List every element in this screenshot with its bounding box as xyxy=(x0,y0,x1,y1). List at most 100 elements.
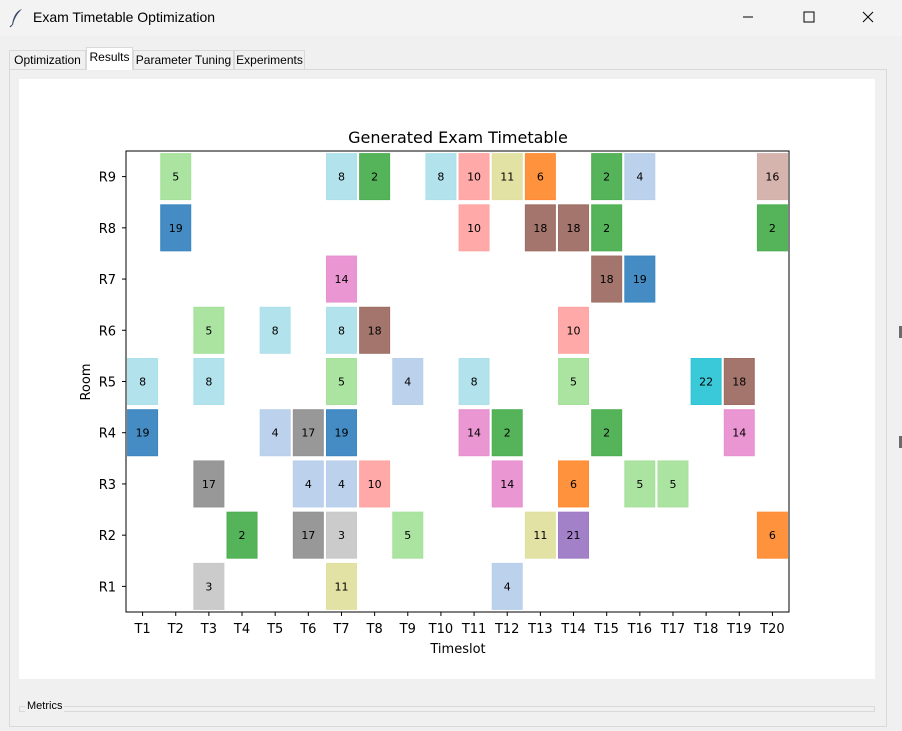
x-tick-label: T20 xyxy=(759,622,784,637)
exam-cell xyxy=(359,460,391,508)
tab-results[interactable]: Results xyxy=(86,47,133,70)
x-tick-label: T15 xyxy=(593,622,618,637)
x-tick-label: T6 xyxy=(299,622,316,637)
exam-cell xyxy=(657,460,689,508)
exam-cell-label: 5 xyxy=(172,171,179,184)
x-axis-label: Timeslot xyxy=(429,642,485,657)
plot-frame xyxy=(125,150,790,613)
exam-cell-label: 18 xyxy=(732,376,746,389)
exam-cell-label: 19 xyxy=(633,273,647,286)
feather-icon xyxy=(9,9,22,28)
exam-cell-label: 8 xyxy=(437,171,444,184)
exam-cell-label: 3 xyxy=(338,529,345,542)
exam-cell-label: 4 xyxy=(338,478,345,491)
exam-cell xyxy=(558,306,590,354)
exam-cell-label: 6 xyxy=(537,171,544,184)
x-tick-label: T7 xyxy=(332,622,349,637)
exam-cell-label: 19 xyxy=(334,427,348,440)
exam-cell-label: 5 xyxy=(404,529,411,542)
window-title: Exam Timetable Optimization xyxy=(33,9,216,25)
exam-cell-label: 10 xyxy=(368,478,382,491)
exam-cell xyxy=(591,153,623,201)
exam-cell xyxy=(558,204,590,252)
title-bar: Exam Timetable Optimization xyxy=(0,0,902,36)
exam-cell-label: 17 xyxy=(301,529,315,542)
exam-cell xyxy=(325,562,357,610)
exam-cell-label: 5 xyxy=(669,478,676,491)
exam-cell-label: 4 xyxy=(636,171,643,184)
exam-cell xyxy=(259,306,291,354)
exam-cell xyxy=(193,306,225,354)
exam-cell xyxy=(624,255,656,303)
exam-cell-label: 11 xyxy=(533,529,547,542)
exam-cell xyxy=(325,409,357,457)
x-tick-label: T18 xyxy=(693,622,718,637)
exam-cell-label: 14 xyxy=(467,427,481,440)
exam-cell xyxy=(558,460,590,508)
exam-cell xyxy=(359,153,391,201)
maximize-button[interactable] xyxy=(786,0,832,34)
exam-cell xyxy=(491,409,523,457)
exam-cell-label: 5 xyxy=(570,376,577,389)
y-tick-label: R9 xyxy=(99,171,116,186)
minimize-button[interactable] xyxy=(725,0,771,34)
exam-cell xyxy=(756,153,788,201)
tab-optimization[interactable]: Optimization xyxy=(9,50,86,69)
timetable-chart: Generated Exam Timetable 5 8 2 8 10 11 6 2 4 16 19… xyxy=(79,128,790,657)
exam-cell xyxy=(690,358,722,405)
exam-cell-label: 8 xyxy=(139,376,146,389)
x-tick-label: T4 xyxy=(233,622,250,637)
exam-cell-label: 14 xyxy=(732,427,746,440)
close-icon xyxy=(862,11,874,23)
tab-experiments[interactable]: Experiments xyxy=(234,50,305,69)
y-tick-label: R4 xyxy=(99,427,116,442)
exam-cell-label: 3 xyxy=(205,580,212,593)
exam-cell-label: 5 xyxy=(205,324,212,337)
exam-cell xyxy=(458,204,490,252)
exam-cell xyxy=(226,511,258,559)
exam-cell xyxy=(458,153,490,201)
exam-cell-label: 8 xyxy=(471,376,478,389)
exam-cell xyxy=(325,460,357,508)
exam-cell xyxy=(756,204,788,252)
x-tick-label: T19 xyxy=(726,622,751,637)
exam-cell xyxy=(325,153,357,201)
y-tick-label: R1 xyxy=(99,580,116,595)
exam-cell-label: 5 xyxy=(338,376,345,389)
exam-cell xyxy=(458,358,490,405)
exam-cell-label: 6 xyxy=(769,529,776,542)
exam-cell xyxy=(325,255,357,303)
exam-cell xyxy=(292,511,324,559)
exam-cell xyxy=(491,460,523,508)
exam-cell-label: 17 xyxy=(202,478,216,491)
window-edge-mark xyxy=(899,436,902,448)
exam-cell xyxy=(160,204,192,252)
timetable-figure: Generated Exam Timetable 5 8 2 8 10 11 6 2 4 16 19… xyxy=(19,79,875,679)
x-tick-label: T8 xyxy=(366,622,383,637)
exam-cell xyxy=(558,358,590,405)
maximize-icon xyxy=(803,11,815,23)
exam-cell-label: 21 xyxy=(567,529,581,542)
y-axis-label: Room xyxy=(79,363,94,400)
exam-cell xyxy=(325,358,357,405)
exam-cell xyxy=(624,153,656,201)
exam-cell xyxy=(491,153,523,201)
x-tick-label: T14 xyxy=(560,622,585,637)
exam-cell xyxy=(325,511,357,559)
exam-cell xyxy=(524,204,556,252)
exam-cell xyxy=(458,409,490,457)
exam-cell-label: 18 xyxy=(567,222,581,235)
exam-cell xyxy=(425,153,457,201)
exam-cell-label: 8 xyxy=(338,171,345,184)
exam-cell xyxy=(591,204,623,252)
exam-cell-label: 2 xyxy=(504,427,511,440)
close-button[interactable] xyxy=(845,0,891,34)
exam-cell-label: 10 xyxy=(467,222,481,235)
tab-parameter-tuning[interactable]: Parameter Tuning xyxy=(133,50,234,69)
exam-cell-label: 18 xyxy=(600,273,614,286)
x-tick-label: T1 xyxy=(133,622,150,637)
exam-cell-label: 4 xyxy=(504,580,511,593)
exam-cell xyxy=(292,460,324,508)
exam-cell-label: 14 xyxy=(334,273,348,286)
exam-cell-label: 8 xyxy=(205,376,212,389)
